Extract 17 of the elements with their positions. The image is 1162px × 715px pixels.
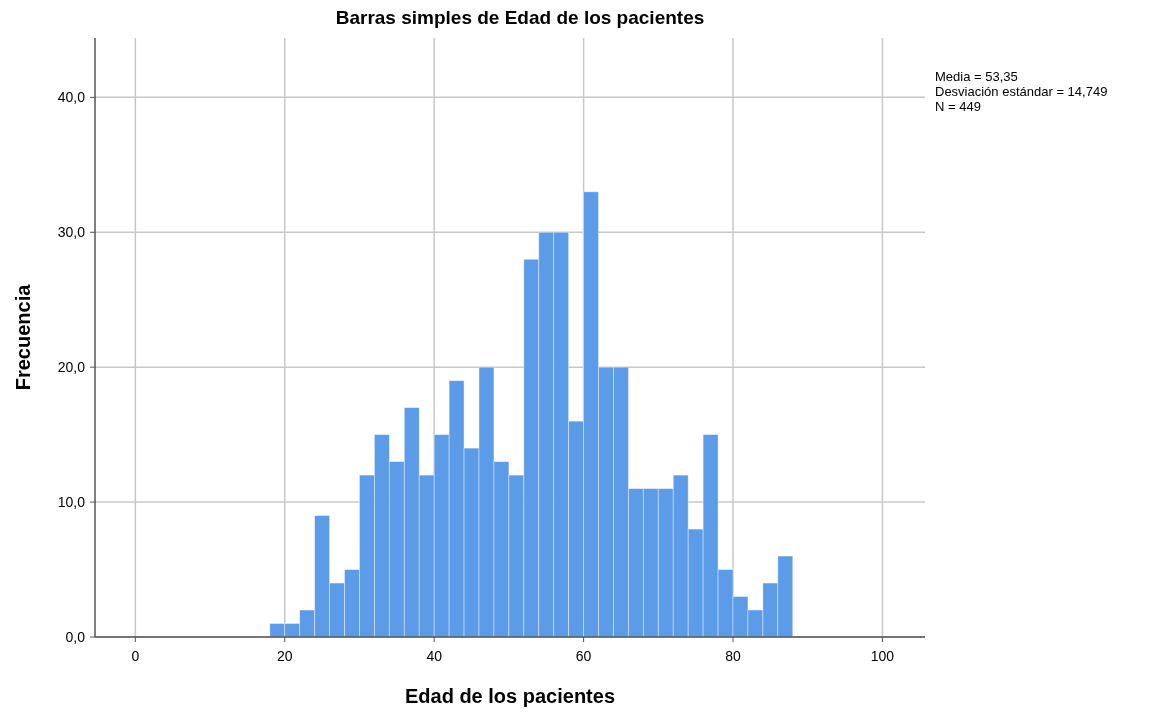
x-tick-label: 0: [131, 648, 140, 664]
text: Desviación estándar = 14,749: [935, 84, 1108, 99]
y-axis-title: Frecuencia: [12, 283, 34, 391]
text: Media = 53,35: [935, 69, 1018, 84]
x-tick-label: 80: [725, 648, 741, 664]
y-tick-label: 10,0: [57, 494, 86, 511]
x-axis-title: Edad de los pacientes: [404, 685, 616, 707]
y-tick-label: 40,0: [57, 89, 86, 106]
chart-title: Barras simples de Edad de los pacientes: [335, 7, 705, 28]
y-tick-label: 20,0: [57, 359, 86, 376]
x-tick-label: 40: [426, 648, 443, 664]
x-tick-label: 100: [870, 648, 895, 664]
x-tick-label: 20: [276, 648, 293, 664]
text: N = 449: [935, 99, 981, 114]
x-tick-label: 60: [575, 648, 592, 664]
y-tick-label: 30,0: [57, 224, 86, 241]
y-tick-label: 0,0: [65, 629, 86, 645]
